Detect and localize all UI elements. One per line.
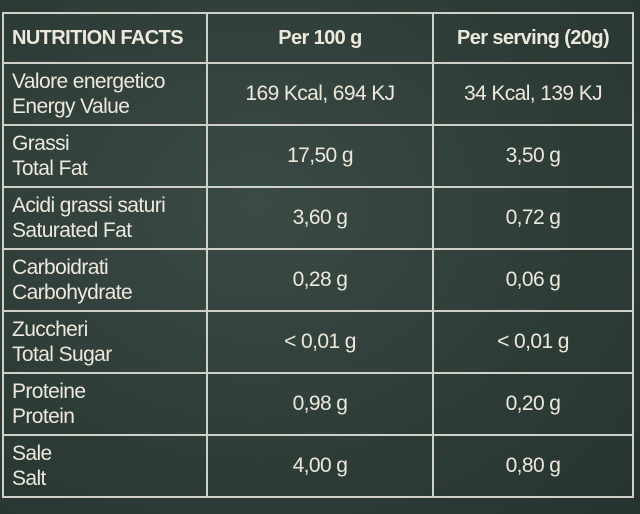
header-cell: Per serving (20g) — [432, 12, 634, 64]
name-english: Protein — [12, 405, 75, 428]
nutrient-row: Zuccheri Total Sugar < 0,01 g < 0,01 g — [2, 310, 634, 374]
value-per-serving: 3,50 g — [432, 124, 634, 188]
nutrient-name: Valore energetico Energy Value — [2, 62, 208, 126]
name-english: Saturated Fat — [12, 219, 132, 242]
value-per-serving: 0,06 g — [432, 248, 634, 312]
value-per-serving: 0,72 g — [432, 186, 634, 250]
value-per-100g: 0,28 g — [206, 248, 434, 312]
header-cell: NUTRITION FACTS — [2, 12, 208, 64]
nutrient-name: Sale Salt — [2, 434, 208, 498]
name-english: Salt — [12, 467, 46, 490]
value-per-serving: 34 Kcal, 139 KJ — [432, 62, 634, 126]
name-english: Total Sugar — [12, 343, 112, 366]
header-row: NUTRITION FACTS Per 100 g Per serving (20g… — [2, 12, 634, 64]
value-per-serving: < 0,01 g — [432, 310, 634, 374]
nutrient-name: Acidi grassi saturi Saturated Fat — [2, 186, 208, 250]
nutrient-row: Valore energetico Energy Value 169 Kcal, 6… — [2, 62, 634, 126]
value-per-serving: 0,20 g — [432, 372, 634, 436]
nutrient-row: Carboidrati Carbohydrate 0,28 g 0,06 g — [2, 248, 634, 312]
name-italian: Proteine — [12, 380, 86, 403]
name-italian: Acidi grassi saturi — [12, 194, 166, 217]
nutrient-row: Acidi grassi saturi Saturated Fat 3,60 g 0,… — [2, 186, 634, 250]
table-body: NUTRITION FACTS Per 100 g Per serving (20g… — [2, 12, 634, 498]
value-per-100g: 169 Kcal, 694 KJ — [206, 62, 434, 126]
value-per-100g: 3,60 g — [206, 186, 434, 250]
nutrient-row: Proteine Protein 0,98 g 0,20 g — [2, 372, 634, 436]
name-italian: Grassi — [12, 132, 70, 155]
nutrient-name: Carboidrati Carbohydrate — [2, 248, 208, 312]
nutrient-row: Sale Salt 4,00 g 0,80 g — [2, 434, 634, 498]
name-italian: Sale — [12, 442, 52, 465]
value-per-serving: 0,80 g — [432, 434, 634, 498]
value-per-100g: 17,50 g — [206, 124, 434, 188]
nutrient-name: Proteine Protein — [2, 372, 208, 436]
value-per-100g: 4,00 g — [206, 434, 434, 498]
nutrient-name: Zuccheri Total Sugar — [2, 310, 208, 374]
name-italian: Valore energetico — [12, 70, 165, 93]
name-english: Carbohydrate — [12, 281, 133, 304]
nutrition-table: NUTRITION FACTS Per 100 g Per serving (20g… — [2, 12, 634, 498]
value-per-100g: < 0,01 g — [206, 310, 434, 374]
name-italian: Zuccheri — [12, 318, 88, 341]
value-per-100g: 0,98 g — [206, 372, 434, 436]
nutrient-name: Grassi Total Fat — [2, 124, 208, 188]
name-english: Total Fat — [12, 157, 88, 180]
header-cell: Per 100 g — [206, 12, 434, 64]
name-italian: Carboidrati — [12, 256, 109, 279]
nutrient-row: Grassi Total Fat 17,50 g 3,50 g — [2, 124, 634, 188]
name-english: Energy Value — [12, 95, 130, 118]
